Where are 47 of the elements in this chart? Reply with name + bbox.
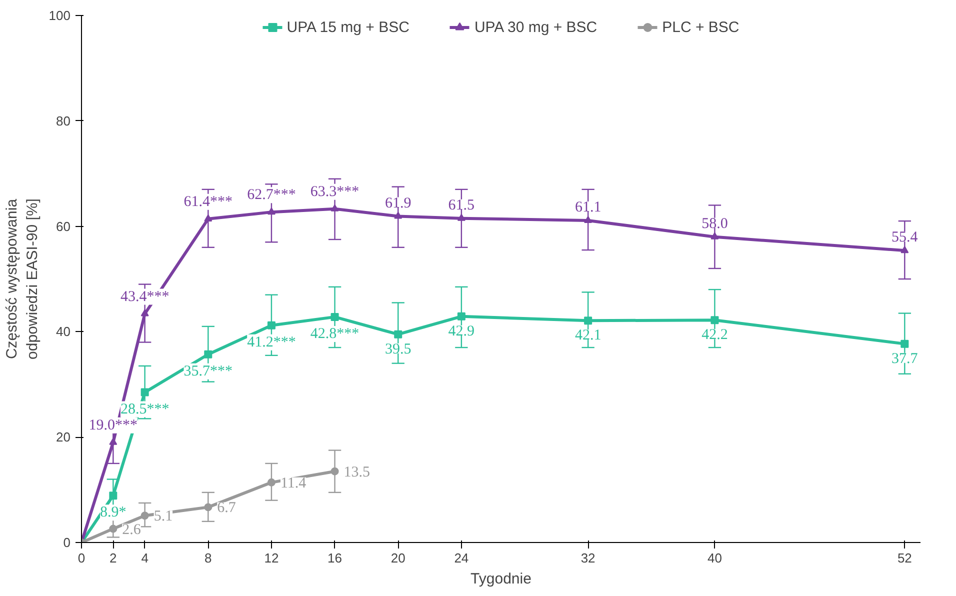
data-label: 35.7*** [184, 363, 233, 380]
data-label: 43.4*** [120, 288, 170, 305]
x-axis-title: Tygodnie [470, 570, 532, 588]
x-tick-label: 0 [78, 550, 86, 566]
x-tick-label: 32 [580, 550, 596, 566]
x-tick-label: 4 [141, 550, 148, 566]
data-label: 42.8*** [310, 326, 360, 342]
data-label: 61.1 [574, 200, 602, 216]
y-tick-label: 60 [56, 218, 71, 234]
x-tick-label: 8 [204, 550, 212, 566]
legend-label: PLC + BSC [662, 18, 740, 36]
data-label: 61.4*** [184, 194, 233, 210]
data-label: 39.5 [384, 341, 412, 358]
data-label: 42.1 [574, 328, 602, 344]
y-tick-label: 40 [56, 324, 71, 340]
x-tick-label: 12 [264, 550, 279, 566]
data-label: 2.6 [122, 522, 142, 538]
y-axis-title: Częstość występowania odpowiedzi EASI-90 [%] [3, 198, 41, 360]
y-tick-label: 0 [63, 535, 71, 550]
data-label: 42.9 [448, 323, 475, 340]
data-label: 41.2*** [247, 334, 296, 350]
data-label: 61.5 [448, 197, 475, 214]
data-label: 19.0*** [88, 417, 138, 434]
y-tick-label: 80 [56, 113, 71, 128]
x-tick-label: 52 [897, 550, 912, 566]
x-tick-label: 16 [328, 550, 342, 566]
data-label: 13.5 [344, 464, 370, 480]
data-label: 37.7 [892, 350, 918, 367]
data-label: 61.9 [384, 195, 412, 212]
data-label: 6.7 [217, 500, 236, 516]
data-label: 55.4 [892, 230, 918, 246]
data-label: 58.0 [702, 216, 728, 232]
data-label: 5.1 [154, 508, 173, 525]
data-label: 28.5*** [120, 401, 170, 418]
data-label: 8.9* [100, 504, 126, 521]
x-tick-label: 20 [390, 550, 406, 566]
data-label: 63.3*** [310, 184, 360, 200]
y-tick-label: 20 [56, 430, 71, 445]
legend-label: UPA 15 mg + BSC [286, 18, 410, 36]
data-label: 62.7*** [247, 187, 296, 204]
data-label: 11.4 [280, 475, 307, 492]
x-tick-label: 2 [110, 550, 117, 566]
x-tick-label: 24 [454, 550, 469, 566]
x-tick-label: 40 [707, 550, 722, 566]
y-tick-label: 100 [48, 8, 71, 23]
legend-label: UPA 30 mg + BSC [474, 18, 598, 36]
data-label: 42.2 [702, 327, 728, 344]
